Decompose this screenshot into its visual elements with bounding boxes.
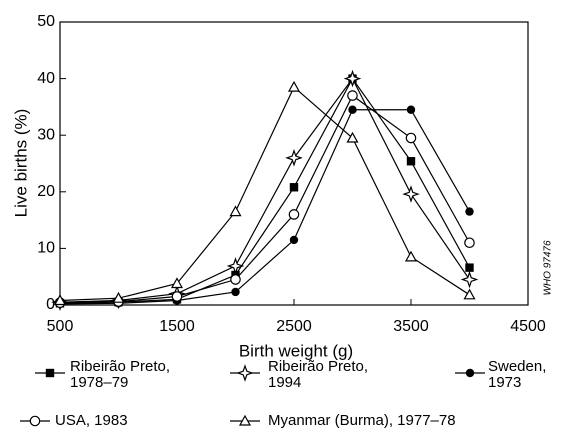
- y-tick-label: 30: [37, 126, 55, 143]
- x-tick-label: 2500: [276, 318, 312, 335]
- y-tick-label: 40: [37, 70, 55, 87]
- marker: [171, 291, 183, 302]
- marker: [406, 157, 416, 166]
- marker: [465, 368, 475, 378]
- marker: [45, 368, 55, 378]
- marker: [347, 90, 358, 101]
- marker: [29, 415, 41, 427]
- legend-label: USA, 1983: [55, 412, 128, 429]
- legend-label: Ribeirão Preto, 1978–79: [70, 358, 171, 391]
- marker: [402, 185, 420, 203]
- legend-label: Myanmar (Burma), 1977–78: [268, 412, 456, 429]
- x-tick-label: 4500: [510, 318, 546, 335]
- x-tick-label: 3500: [393, 318, 429, 335]
- y-axis-label: Live births (%): [11, 109, 30, 218]
- series-line: [59, 86, 470, 302]
- series-line: [59, 77, 470, 303]
- marker: [226, 257, 245, 275]
- marker: [230, 274, 241, 285]
- y-tick-label: 10: [37, 240, 55, 257]
- marker: [285, 149, 303, 167]
- marker: [465, 207, 474, 216]
- marker: [460, 270, 479, 289]
- x-axis-label: Birth weight (g): [239, 341, 353, 360]
- annotation: WHO 97476: [543, 240, 554, 295]
- marker: [404, 250, 418, 262]
- marker: [53, 294, 67, 306]
- marker: [343, 69, 362, 88]
- marker: [348, 105, 357, 114]
- y-tick-label: 20: [37, 183, 55, 200]
- y-tick-label: 50: [37, 13, 55, 30]
- marker: [289, 183, 299, 192]
- series-line: [59, 94, 471, 304]
- x-tick-label: 1500: [159, 318, 195, 335]
- marker: [465, 263, 474, 272]
- marker: [464, 237, 475, 249]
- series-line: [59, 77, 471, 304]
- marker: [288, 209, 300, 220]
- marker: [405, 132, 417, 144]
- marker: [289, 235, 299, 245]
- marker: [346, 131, 359, 143]
- marker: [112, 291, 125, 303]
- series-line: [59, 109, 471, 305]
- x-tick-label: 500: [47, 318, 74, 335]
- marker: [170, 277, 184, 289]
- marker: [231, 287, 240, 297]
- marker: [287, 80, 301, 92]
- marker: [236, 364, 254, 382]
- legend-label: Sweden, 1973: [488, 358, 547, 391]
- y-tick-label: 0: [46, 296, 55, 313]
- marker: [463, 288, 476, 300]
- marker: [229, 205, 242, 217]
- marker: [406, 105, 416, 114]
- legend-label: Ribeirão Preto, 1994: [268, 358, 369, 391]
- marker: [238, 414, 252, 426]
